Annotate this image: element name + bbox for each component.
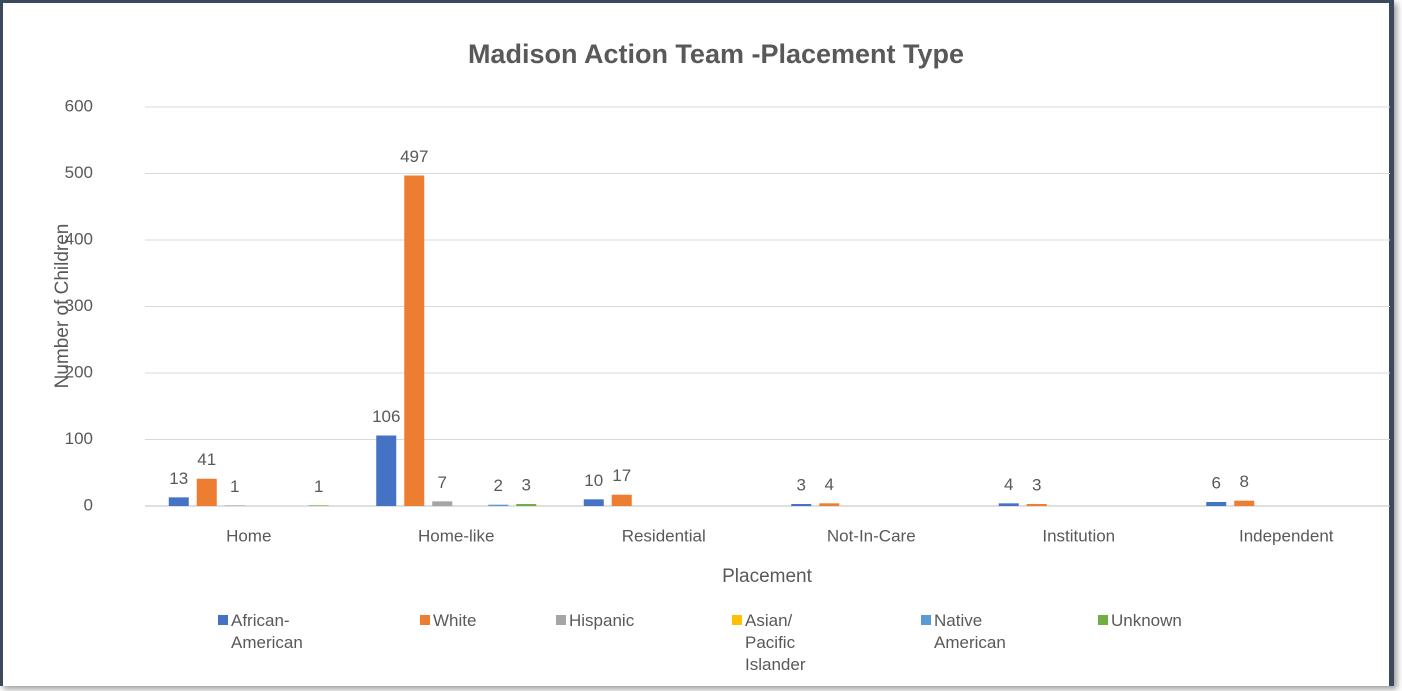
x-tick-label: Residential — [622, 526, 706, 545]
y-tick-label: 600 — [65, 96, 93, 115]
bar — [376, 435, 397, 506]
value-label: 2 — [494, 476, 503, 495]
bar — [308, 505, 329, 506]
value-label: 13 — [169, 469, 188, 488]
value-label: 497 — [400, 147, 428, 166]
legend-label: Hispanic — [569, 611, 635, 630]
value-label: 10 — [584, 471, 603, 490]
y-tick-label: 200 — [65, 362, 93, 381]
x-axis-label: Placement — [722, 566, 812, 587]
legend-swatch — [921, 615, 931, 625]
value-label: 4 — [825, 475, 834, 494]
value-label: 3 — [797, 475, 806, 494]
y-tick-label: 400 — [65, 229, 93, 248]
legend-label: Asian/ Pacific Islander — [745, 611, 806, 674]
bar — [168, 497, 189, 506]
value-label: 1 — [230, 477, 239, 496]
bar — [611, 494, 632, 506]
legend-swatch — [556, 615, 566, 625]
legend-label: White — [433, 611, 477, 630]
bar — [196, 478, 217, 506]
y-tick-label: 0 — [84, 495, 93, 514]
value-label: 8 — [1240, 472, 1249, 491]
value-label: 41 — [197, 450, 216, 469]
value-label: 3 — [1032, 475, 1041, 494]
legend-swatch — [218, 615, 228, 625]
bar — [1206, 502, 1227, 506]
x-tick-label: Independent — [1239, 526, 1334, 545]
chart-title: Madison Action Team -Placement Type — [468, 39, 964, 69]
bar — [1026, 504, 1047, 506]
y-tick-label: 300 — [65, 296, 93, 315]
bar — [791, 504, 812, 506]
bar — [516, 504, 537, 506]
x-tick-label: Institution — [1042, 526, 1115, 545]
bar — [224, 505, 245, 506]
x-tick-label: Home-like — [418, 526, 495, 545]
value-label: 7 — [438, 473, 447, 492]
bar — [1234, 500, 1255, 506]
x-tick-label: Home — [226, 526, 271, 545]
value-label: 3 — [522, 475, 531, 494]
legend-swatch — [420, 615, 430, 625]
legend-label: Unknown — [1111, 611, 1182, 630]
value-label: 6 — [1212, 473, 1221, 492]
legend-swatch — [1098, 615, 1108, 625]
value-label: 106 — [372, 407, 400, 426]
bar — [432, 501, 453, 506]
x-tick-label: Not-In-Care — [827, 526, 916, 545]
y-axis-label: Number of Children — [52, 224, 73, 389]
bar — [488, 504, 509, 506]
y-tick-label: 500 — [65, 163, 93, 182]
y-tick-label: 100 — [65, 429, 93, 448]
bar — [819, 503, 840, 506]
legend-swatch — [732, 615, 742, 625]
legend-label: African-American — [231, 611, 303, 652]
value-label: 17 — [612, 466, 631, 485]
bar — [998, 503, 1019, 506]
bar — [404, 175, 425, 506]
legend-label: Native American — [934, 611, 1006, 652]
bar — [583, 499, 604, 506]
value-label: 1 — [314, 477, 323, 496]
value-label: 4 — [1004, 475, 1013, 494]
